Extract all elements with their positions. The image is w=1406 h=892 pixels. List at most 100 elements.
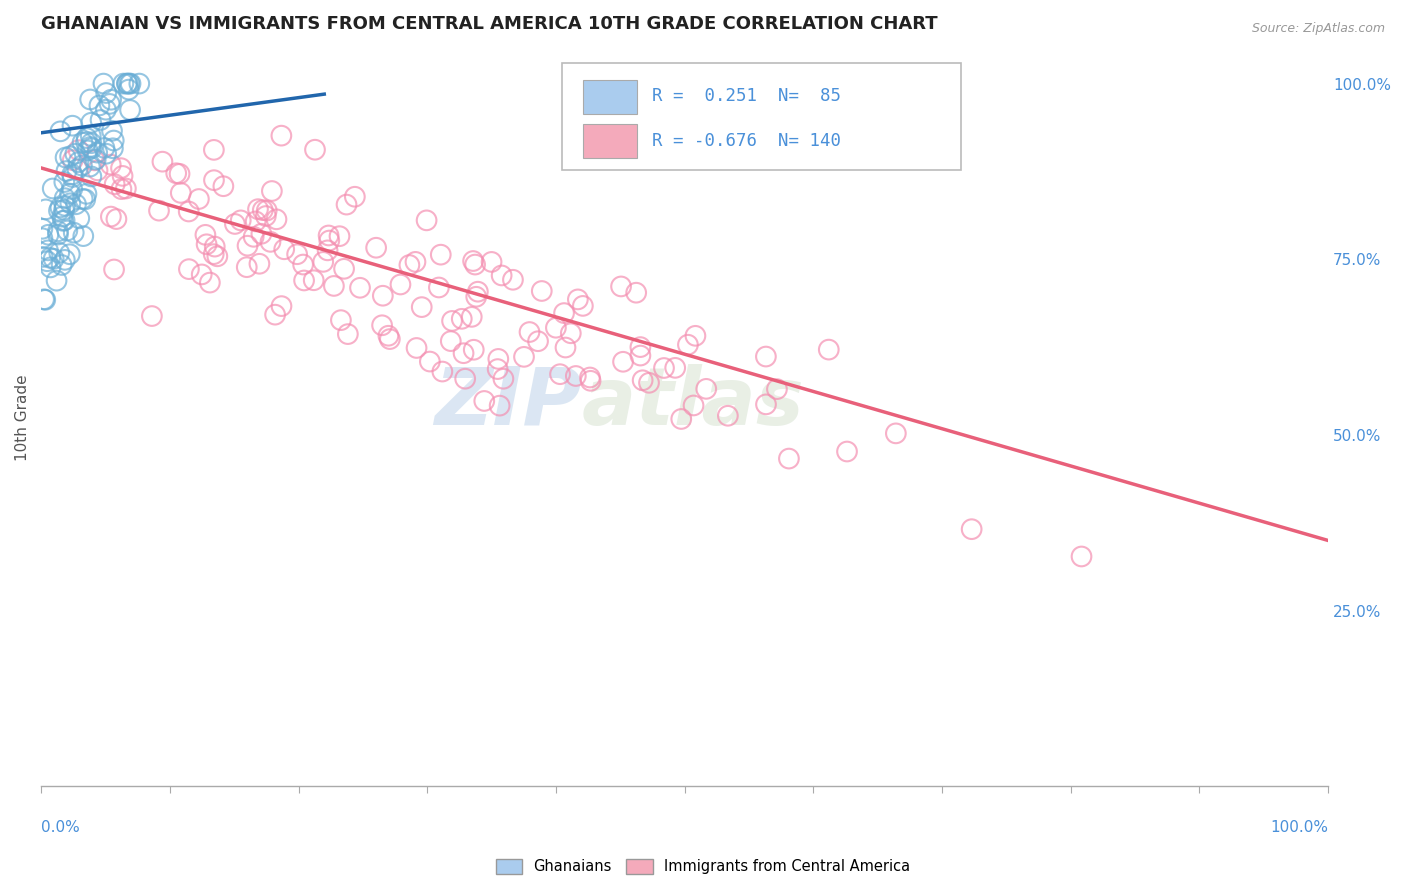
Point (249, 257, 271, 271)
Point (415, 213, 437, 227)
Point (488, 399, 510, 413)
Point (65, 146, 87, 161)
Point (464, 258, 486, 272)
Point (169, 167, 191, 181)
Point (624, 285, 647, 300)
FancyBboxPatch shape (562, 63, 962, 170)
Text: 0.0%: 0.0% (41, 820, 80, 835)
Point (628, 349, 651, 363)
Point (62, 169, 84, 184)
Point (31, 250, 53, 264)
Point (198, 276, 221, 290)
Point (31, 222, 53, 236)
Point (170, 186, 193, 200)
Point (778, 451, 800, 466)
Point (53, 175, 76, 189)
Point (34, 202, 56, 217)
Point (685, 328, 707, 343)
Point (567, 293, 589, 307)
Point (105, 212, 128, 227)
Point (49, 124, 72, 138)
Point (202, 173, 225, 187)
Point (349, 281, 371, 295)
Point (117, 77, 139, 91)
Point (628, 340, 651, 354)
Point (100, 93, 122, 107)
Point (111, 169, 134, 183)
Point (304, 143, 326, 157)
Point (236, 260, 259, 275)
Point (67, 143, 90, 157)
Point (93, 77, 115, 91)
Point (664, 360, 686, 375)
Point (128, 77, 150, 91)
Point (492, 372, 515, 386)
Point (51, 258, 73, 272)
Point (450, 311, 472, 326)
Point (59, 186, 82, 201)
Point (101, 124, 124, 138)
Point (513, 350, 536, 364)
Point (53, 199, 76, 213)
FancyBboxPatch shape (583, 125, 637, 159)
Point (465, 290, 488, 304)
Point (89, 98, 111, 112)
Point (72, 192, 94, 206)
Point (120, 77, 142, 91)
Point (103, 134, 125, 148)
Point (884, 426, 907, 441)
Point (960, 522, 983, 536)
Y-axis label: 10th Grade: 10th Grade (15, 374, 30, 461)
Point (46, 227, 69, 242)
Point (165, 166, 187, 180)
Point (34, 293, 56, 307)
Point (242, 229, 264, 244)
Point (60, 168, 83, 182)
Point (76, 131, 98, 145)
Point (53, 202, 76, 217)
Point (96, 86, 118, 100)
Point (39, 260, 62, 275)
Point (1070, 549, 1092, 564)
Point (502, 273, 524, 287)
Text: R =  0.251  N=  85: R = 0.251 N= 85 (652, 87, 841, 105)
Point (270, 128, 292, 143)
Point (62, 226, 84, 240)
Point (766, 382, 789, 396)
Point (318, 234, 340, 248)
Point (527, 334, 550, 349)
Point (250, 227, 273, 241)
Point (76, 144, 98, 158)
Point (52, 214, 75, 228)
Point (302, 273, 325, 287)
Point (312, 255, 335, 269)
Point (486, 351, 509, 366)
Point (59, 247, 82, 261)
Point (55, 164, 77, 178)
Text: R = -0.676  N= 140: R = -0.676 N= 140 (652, 132, 841, 150)
Point (316, 244, 339, 258)
Point (86, 145, 108, 160)
Text: Source: ZipAtlas.com: Source: ZipAtlas.com (1251, 22, 1385, 36)
Point (202, 143, 225, 157)
Point (120, 103, 142, 117)
Point (53, 191, 76, 205)
Point (51, 210, 73, 224)
Point (572, 299, 595, 313)
Point (260, 184, 283, 198)
Point (72, 136, 94, 150)
Point (59, 149, 82, 163)
Point (292, 273, 315, 287)
Point (194, 227, 217, 242)
Point (245, 214, 267, 228)
Point (98, 97, 121, 112)
Point (695, 382, 717, 396)
Point (389, 277, 412, 292)
Point (80, 116, 103, 130)
Point (56, 223, 79, 237)
Point (463, 343, 485, 357)
Point (467, 285, 489, 299)
Point (177, 204, 200, 219)
Point (96, 146, 118, 161)
Point (486, 362, 509, 376)
